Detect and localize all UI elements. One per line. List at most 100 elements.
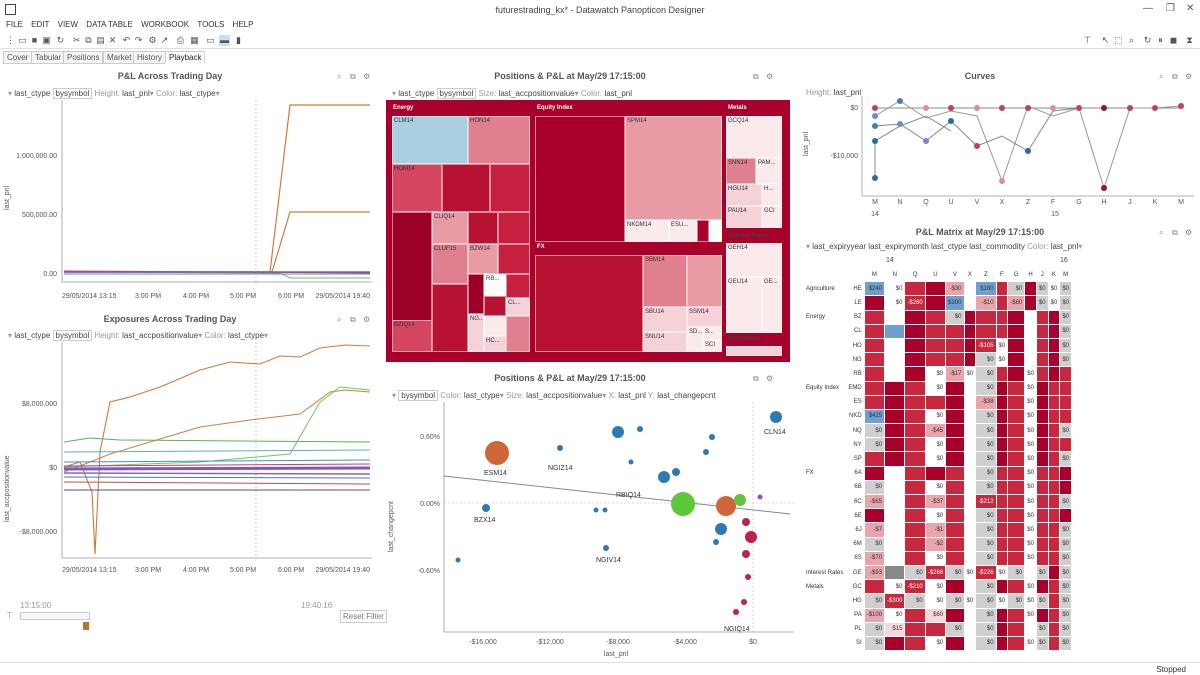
matrix-cell[interactable] bbox=[884, 423, 906, 439]
matrix-cell[interactable] bbox=[963, 295, 977, 311]
matrix-cell[interactable] bbox=[863, 451, 886, 467]
matrix-cell[interactable]: $0 bbox=[975, 451, 997, 467]
matrix-cell[interactable] bbox=[884, 394, 906, 410]
matrix-cell[interactable]: $0 bbox=[863, 479, 886, 496]
matrix-cell[interactable] bbox=[1047, 593, 1061, 609]
matrix-cell[interactable] bbox=[963, 380, 977, 396]
search-icon[interactable]: ⌕ bbox=[337, 315, 342, 324]
matrix-cell[interactable]: $0 bbox=[995, 593, 1009, 609]
matrix-cell[interactable] bbox=[1007, 522, 1026, 538]
collapse-icon[interactable]: ▾ bbox=[392, 391, 397, 400]
view-b-icon[interactable]: ▬ bbox=[219, 35, 230, 46]
matrix-cell[interactable]: $0 bbox=[1024, 593, 1037, 609]
matrix-level-4[interactable]: last_commodity bbox=[969, 242, 1025, 251]
treemap-cell[interactable] bbox=[442, 164, 490, 212]
matrix-cell[interactable] bbox=[904, 451, 926, 467]
matrix-cell[interactable] bbox=[1007, 550, 1026, 566]
matrix-cell[interactable]: $0 bbox=[1024, 607, 1037, 623]
treemap-cell[interactable] bbox=[484, 296, 506, 316]
matrix-cell[interactable] bbox=[1035, 337, 1049, 354]
matrix-cell[interactable] bbox=[945, 522, 965, 538]
view-c-icon[interactable]: ▮ bbox=[236, 35, 241, 45]
matrix-cell[interactable]: -$7 bbox=[863, 522, 886, 538]
matrix-cell[interactable] bbox=[1035, 579, 1049, 595]
matrix-cell[interactable] bbox=[945, 394, 965, 410]
matrix-cell[interactable] bbox=[963, 437, 977, 453]
matrix-cell[interactable] bbox=[863, 337, 886, 354]
scatter-point[interactable] bbox=[715, 523, 727, 535]
matrix-cell[interactable]: $0 bbox=[995, 352, 1009, 368]
menu-edit[interactable]: EDIT bbox=[31, 20, 50, 29]
save-as-icon[interactable]: ▣ bbox=[42, 35, 51, 45]
close-icon[interactable]: ✕ bbox=[1186, 3, 1195, 14]
curve-point[interactable] bbox=[872, 138, 878, 144]
matrix-cell[interactable] bbox=[1024, 621, 1037, 637]
matrix-cell[interactable] bbox=[1047, 493, 1061, 510]
matrix-cell[interactable]: $0 bbox=[1059, 522, 1072, 538]
matrix-level-2[interactable]: last_expirymonth bbox=[868, 242, 929, 251]
matrix-cell[interactable] bbox=[1059, 508, 1072, 524]
matrix-cell[interactable] bbox=[945, 323, 965, 339]
matrix-cell[interactable]: -$266 bbox=[924, 564, 947, 581]
treemap-cell[interactable]: RB... bbox=[484, 274, 506, 296]
menu-file[interactable]: FILE bbox=[6, 20, 23, 29]
play-refresh-icon[interactable]: ↻ bbox=[1143, 35, 1152, 45]
matrix-cell[interactable] bbox=[963, 323, 977, 339]
scatter-point[interactable] bbox=[671, 492, 695, 516]
redo-icon[interactable]: ↷ bbox=[134, 35, 143, 45]
matrix-cell[interactable] bbox=[904, 408, 926, 425]
matrix-cell[interactable]: $0 bbox=[1035, 635, 1049, 652]
matrix-cell[interactable] bbox=[884, 337, 906, 354]
matrix-cell[interactable] bbox=[995, 479, 1009, 496]
matrix-cell[interactable]: $0 bbox=[884, 295, 906, 311]
matrix-cell[interactable]: $0 bbox=[1059, 352, 1072, 368]
matrix-cell[interactable]: $0 bbox=[1007, 593, 1026, 609]
maximize-icon[interactable]: ❐ bbox=[1166, 3, 1175, 14]
matrix-cell[interactable]: $0 bbox=[1024, 479, 1037, 496]
matrix-cell[interactable]: $0 bbox=[924, 366, 947, 382]
matrix-cell[interactable] bbox=[863, 579, 886, 595]
matrix-cell[interactable]: $0 bbox=[1024, 437, 1037, 453]
scatter-point[interactable] bbox=[485, 441, 509, 465]
matrix-cell[interactable]: $0 bbox=[975, 380, 997, 396]
scatter-point[interactable] bbox=[745, 531, 757, 543]
matrix-cell[interactable] bbox=[945, 437, 965, 453]
undo-icon[interactable]: ↶ bbox=[122, 35, 131, 45]
minimize-icon[interactable]: — bbox=[1143, 3, 1153, 14]
matrix-cell[interactable] bbox=[995, 295, 1009, 311]
matrix-cell[interactable]: $0 bbox=[975, 536, 997, 552]
matrix-cell[interactable] bbox=[1059, 366, 1072, 382]
matrix-cell[interactable]: $0 bbox=[1024, 550, 1037, 566]
matrix-cell[interactable] bbox=[963, 522, 977, 538]
matrix-cell[interactable]: $300 bbox=[945, 295, 965, 311]
matrix-cell[interactable]: $0 bbox=[1024, 493, 1037, 510]
matrix-cell[interactable] bbox=[995, 366, 1009, 382]
tab-playback[interactable]: Playback bbox=[165, 51, 206, 64]
matrix-cell[interactable]: -$38 bbox=[975, 394, 997, 410]
matrix-cell[interactable] bbox=[1007, 479, 1026, 496]
matrix-cell[interactable]: $0 bbox=[1059, 635, 1072, 652]
matrix-cell[interactable]: -$300 bbox=[884, 593, 906, 609]
matrix-cell[interactable]: $0 bbox=[1059, 309, 1072, 325]
matrix-cell[interactable] bbox=[904, 337, 926, 354]
matrix-cell[interactable]: -$37 bbox=[924, 493, 947, 510]
matrix-cell[interactable]: $0 bbox=[975, 550, 997, 566]
matrix-cell[interactable] bbox=[963, 408, 977, 425]
treemap-cell[interactable]: PAM... bbox=[756, 158, 782, 184]
scatter-point[interactable] bbox=[603, 545, 609, 551]
matrix-cell[interactable] bbox=[924, 323, 947, 339]
height-selector[interactable]: last_pnl bbox=[122, 89, 150, 98]
scatter-point[interactable] bbox=[612, 426, 624, 438]
matrix-cell[interactable] bbox=[904, 550, 926, 566]
matrix-cell[interactable]: -$65 bbox=[863, 493, 886, 510]
matrix-cell[interactable]: $0 bbox=[945, 564, 965, 581]
pause-icon[interactable]: ⏸ bbox=[1158, 35, 1163, 45]
matrix-cell[interactable] bbox=[924, 352, 947, 368]
matrix-cell[interactable]: $0 bbox=[1059, 323, 1072, 339]
matrix-cell[interactable]: $0 bbox=[995, 337, 1009, 354]
treemap-cell[interactable]: SNU14 bbox=[643, 332, 687, 352]
matrix-cell[interactable]: $0 bbox=[975, 522, 997, 538]
matrix-cell[interactable] bbox=[963, 423, 977, 439]
matrix-cell[interactable] bbox=[963, 621, 977, 637]
matrix-cell[interactable] bbox=[945, 550, 965, 566]
